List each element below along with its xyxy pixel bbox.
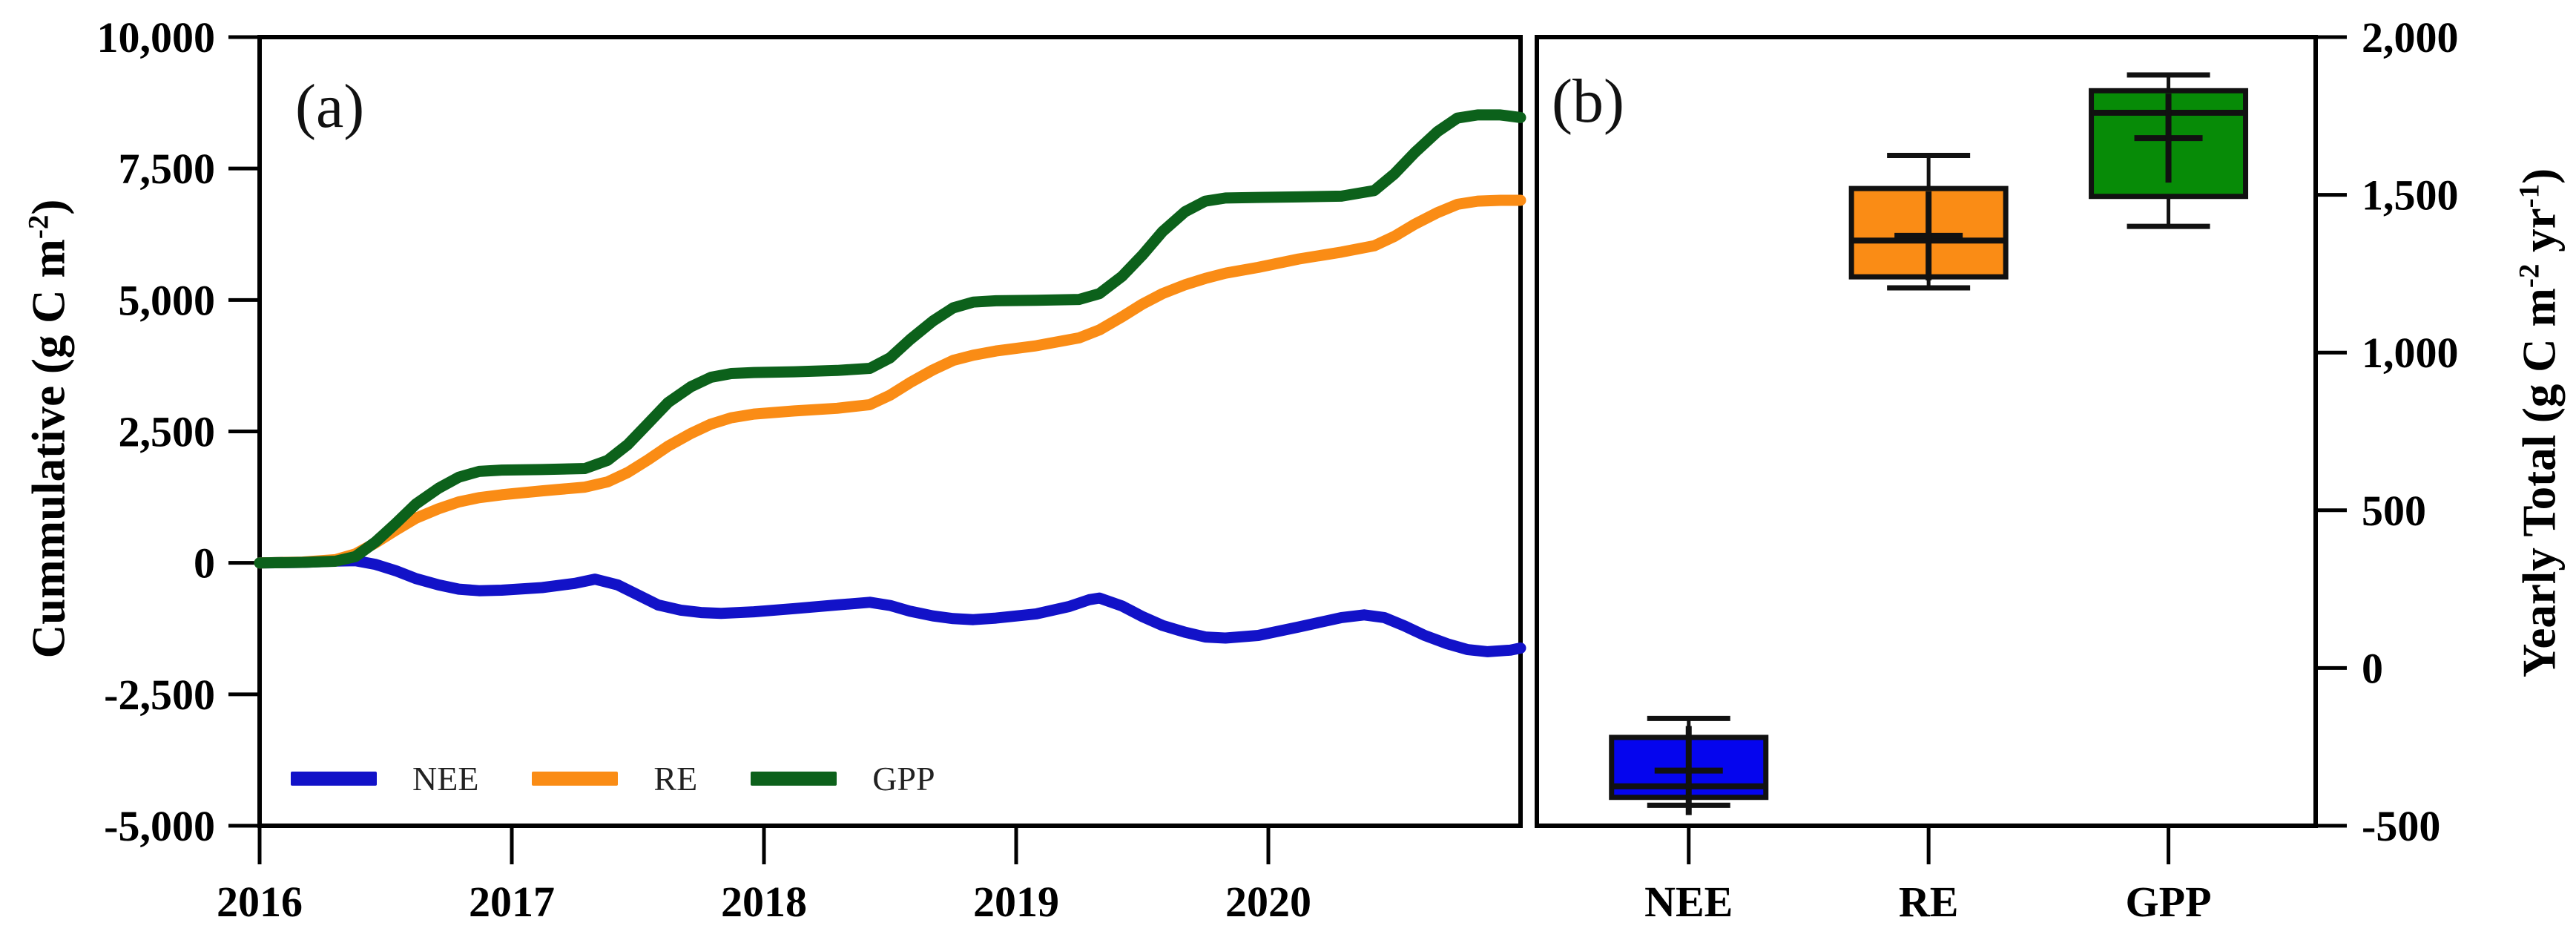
legend-entry-re: RE <box>532 759 751 798</box>
right-y-axis-title-close: ) <box>2513 168 2566 184</box>
nee-cumulative-line <box>254 555 1526 657</box>
x-axis-tick-label: 2020 <box>1225 878 1311 926</box>
gpp-boxplot <box>2089 72 2249 229</box>
yearly-total-box-chart: 2,000 1,500 1,000 500 0 -500 NEE RE GPP <box>1535 13 2459 926</box>
legend-label-re: RE <box>653 759 698 798</box>
right-axis-tick-label: 1,000 <box>2362 329 2459 377</box>
right-axis-tick-label: 1,500 <box>2362 171 2459 220</box>
x-axis-tick-label: 2017 <box>469 878 555 926</box>
category-label-re: RE <box>1899 878 1959 926</box>
left-y-axis-title: Cummulative (g C m-2) <box>22 200 76 659</box>
x-axis-tick-label: 2019 <box>973 878 1059 926</box>
legend: NEE RE GPP <box>291 759 989 798</box>
left-y-axis-title-close: ) <box>22 199 75 215</box>
right-y-axis-title-mid: yr <box>2513 208 2566 264</box>
left-axis-tick-label: 7,500 <box>119 145 216 193</box>
x-axis-tick-label: 2016 <box>217 878 303 926</box>
re-cumulative-line <box>254 194 1526 569</box>
right-y-axis-title: Yearly Total (g C m-2 yr-1) <box>2513 168 2567 677</box>
gpp-line-swatch-icon <box>751 771 837 786</box>
left-axis-tick-label: 2,500 <box>119 408 216 456</box>
left-axis-tick-label: 10,000 <box>97 13 216 62</box>
gpp-cumulative-line <box>254 109 1526 569</box>
left-y-axis-title-text: Cummulative (g C m <box>22 239 75 659</box>
legend-label-nee: NEE <box>412 759 479 798</box>
left-axis-tick-label: -2,500 <box>104 671 215 719</box>
category-label-nee: NEE <box>1644 878 1733 926</box>
legend-entry-gpp: GPP <box>751 759 988 798</box>
re-boxplot <box>1848 152 2009 291</box>
right-y-axis-title-text: Yearly Total (g C m <box>2513 288 2566 678</box>
right-axis-tick-label: 500 <box>2362 487 2426 535</box>
nee-line-swatch-icon <box>291 771 377 786</box>
right-axis-tick-label: 2,000 <box>2362 13 2459 62</box>
left-axis-tick-label: -5,000 <box>104 802 215 850</box>
legend-entry-nee: NEE <box>291 759 532 798</box>
nee-boxplot <box>1609 715 1769 815</box>
left-y-axis-title-sup: -2 <box>22 214 55 240</box>
x-axis-tick-label: 2018 <box>721 878 807 926</box>
category-label-gpp: GPP <box>2126 878 2212 926</box>
panel-b-label: (b) <box>1552 67 1624 136</box>
left-axis-tick-label: 0 <box>194 539 215 588</box>
re-line-swatch-icon <box>532 771 619 786</box>
right-axis-tick-label: -500 <box>2362 802 2440 850</box>
legend-label-gpp: GPP <box>872 759 935 798</box>
panel-a-label: (a) <box>295 72 365 141</box>
left-axis-tick-label: 5,000 <box>119 276 216 324</box>
right-y-axis-title-sup-b: -1 <box>2513 183 2546 208</box>
right-axis-tick-label: 0 <box>2362 644 2383 692</box>
right-y-axis-title-sup-a: -2 <box>2513 263 2546 289</box>
